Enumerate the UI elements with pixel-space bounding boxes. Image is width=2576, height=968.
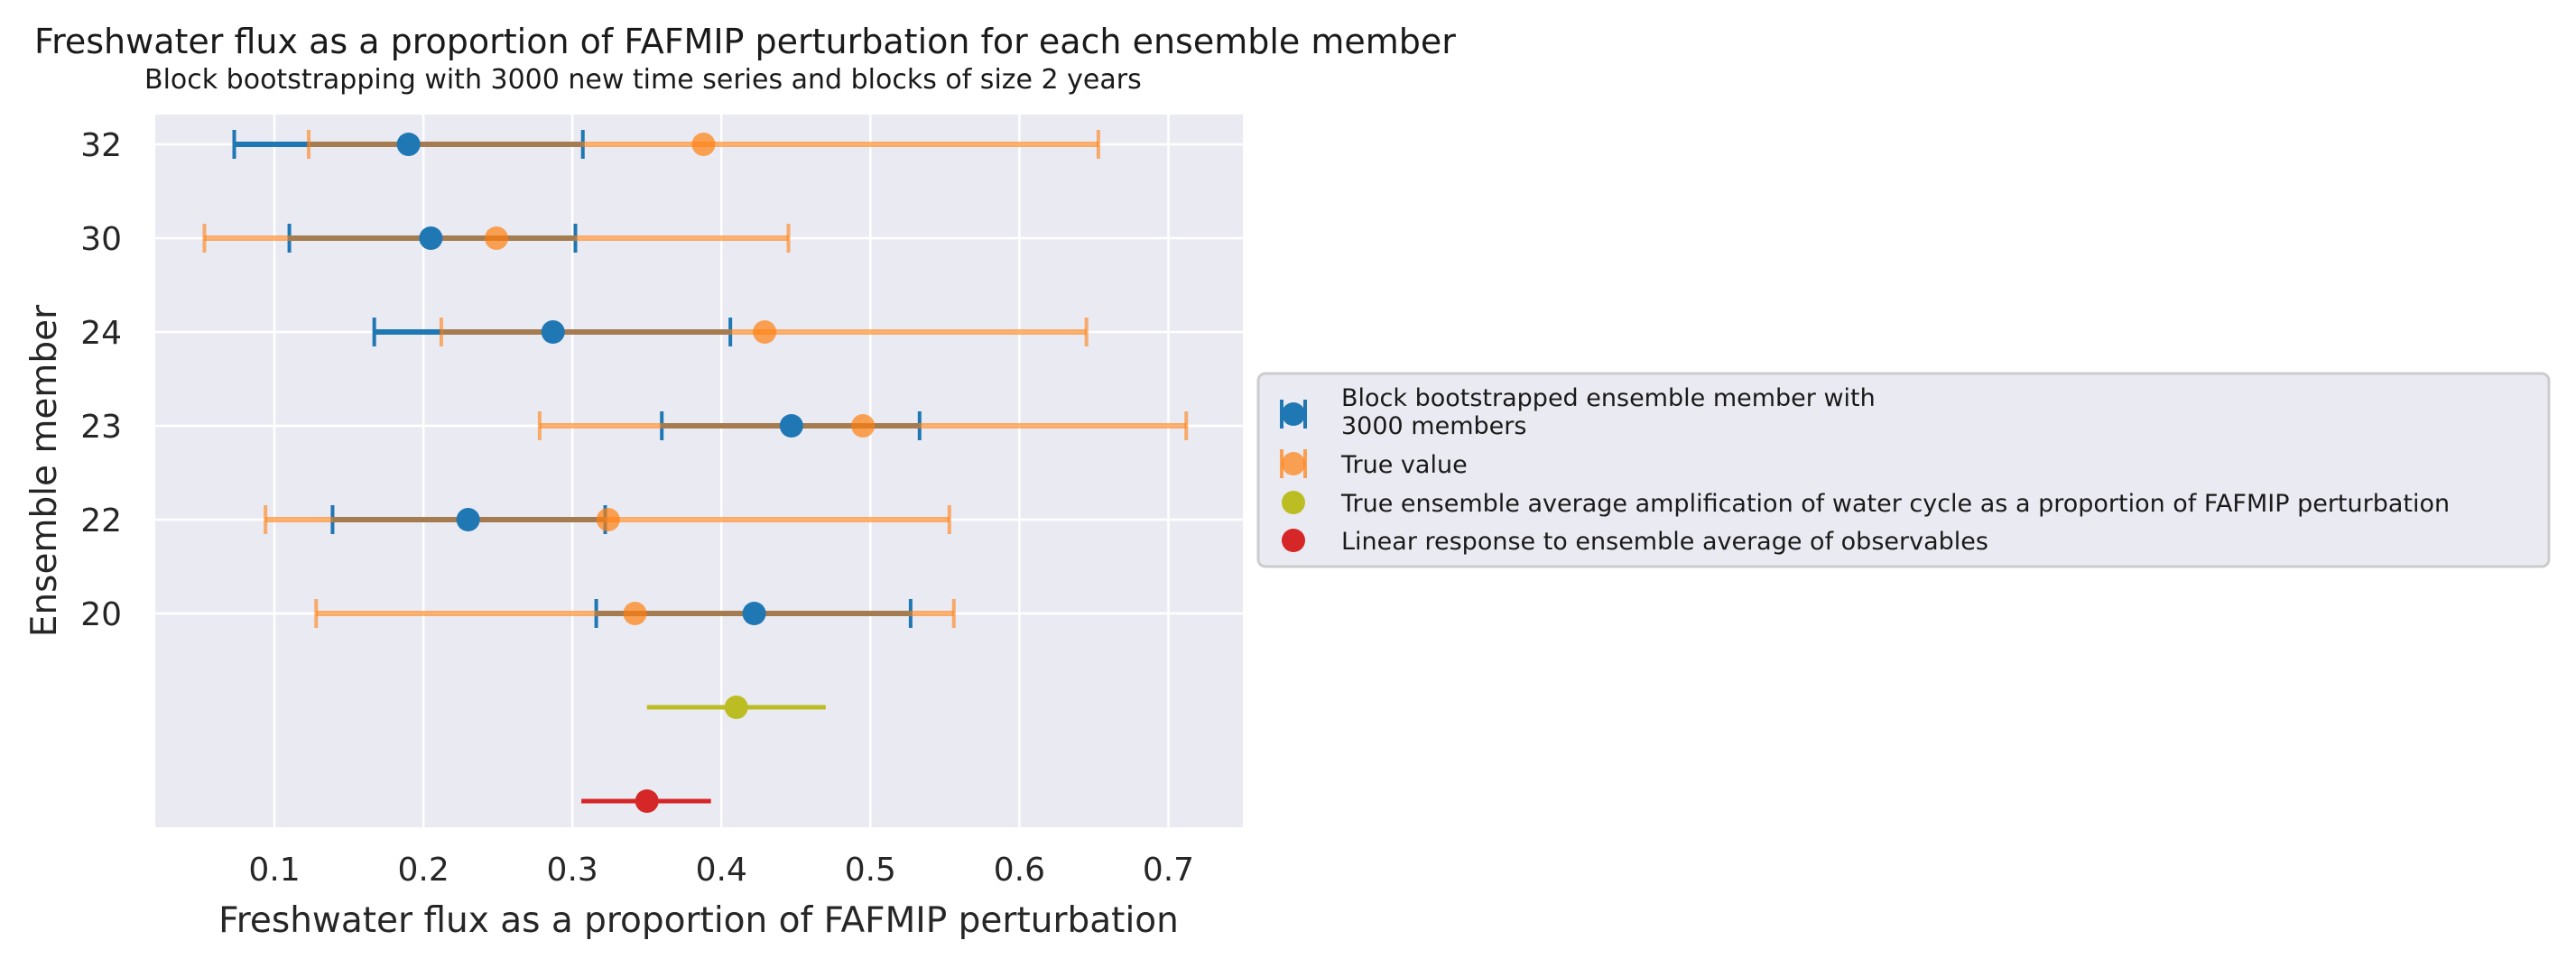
legend-marker xyxy=(1282,529,1305,552)
data-point xyxy=(779,414,803,438)
y-tick-labels: 32 30 24 23 22 20 xyxy=(80,127,122,633)
x-axis-label: Freshwater flux as a proportion of FAFMI… xyxy=(218,900,1179,941)
x-tick-label: 0.7 xyxy=(1143,852,1194,889)
data-point xyxy=(724,696,748,719)
data-point xyxy=(456,508,480,531)
y-tick-label: 22 xyxy=(80,502,122,539)
chart-title: Freshwater flux as a proportion of FAFMI… xyxy=(34,22,1456,61)
data-point xyxy=(419,226,443,250)
data-point xyxy=(635,789,659,813)
y-tick-label: 24 xyxy=(80,315,122,352)
legend: Block bootstrapped ensemble member with … xyxy=(1256,372,2551,568)
data-point xyxy=(396,133,421,156)
x-tick-labels: 0.1 0.2 0.3 0.4 0.5 0.6 0.7 xyxy=(248,852,1194,889)
x-tick-label: 0.3 xyxy=(547,852,598,889)
x-tick-label: 0.1 xyxy=(248,852,300,889)
data-point xyxy=(596,508,620,531)
x-tick-label: 0.6 xyxy=(994,852,1045,889)
data-point xyxy=(742,602,766,625)
data-point xyxy=(485,226,509,250)
legend-frame xyxy=(1256,372,2551,568)
legend-label: 3000 members xyxy=(1341,412,1526,440)
data-point xyxy=(851,414,876,438)
legend-marker xyxy=(1282,402,1305,426)
y-axis-label: Ensemble member xyxy=(24,304,65,637)
legend-label: Linear response to ensemble average of o… xyxy=(1341,528,1988,556)
data-point xyxy=(753,320,777,344)
legend-label: True value xyxy=(1340,451,1468,479)
y-tick-label: 32 xyxy=(80,127,122,164)
y-tick-label: 23 xyxy=(80,409,122,446)
data-point xyxy=(541,320,565,344)
x-tick-label: 0.2 xyxy=(397,852,449,889)
x-tick-label: 0.4 xyxy=(696,852,747,889)
x-tick-label: 0.5 xyxy=(845,852,896,889)
legend-label: True ensemble average amplification of w… xyxy=(1340,490,2450,518)
legend-marker xyxy=(1282,491,1305,514)
chart-subtitle: Block bootstrapping with 3000 new time s… xyxy=(144,64,1142,96)
data-marks xyxy=(202,130,1189,813)
legend-label: Block bootstrapped ensemble member with xyxy=(1341,384,1876,412)
data-point xyxy=(691,133,716,156)
plot-area xyxy=(155,115,1243,827)
y-tick-label: 30 xyxy=(80,221,122,258)
legend-marker xyxy=(1282,452,1305,475)
y-tick-label: 20 xyxy=(80,596,122,633)
data-point xyxy=(623,602,647,625)
